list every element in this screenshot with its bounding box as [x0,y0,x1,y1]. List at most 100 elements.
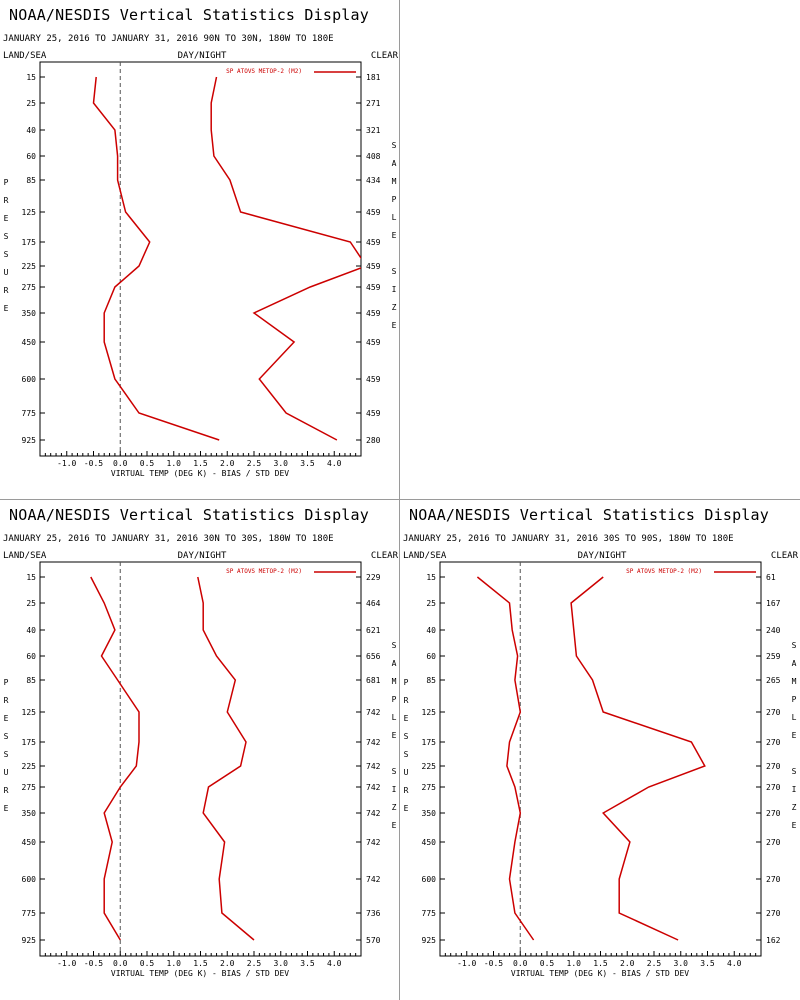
sample-size-label: 459 [366,283,381,292]
sample-size-label: 270 [766,875,781,884]
sample-size-label: 736 [366,909,381,918]
y2-axis-label-char: P [392,195,397,204]
sample-size-label: 459 [366,309,381,318]
x-tick-label: 4.0 [327,459,342,468]
pressure-level-label: 125 [22,708,37,717]
sample-size-label: 742 [366,783,381,792]
x-tick-label: 2.5 [247,959,262,968]
pressure-level-label: 125 [22,208,37,217]
legend-label: SP ATOVS METOP-2 (M2) [626,568,702,575]
land-sea-label: LAND/SEA [3,51,47,61]
y-axis-label-char: R [4,786,9,795]
pressure-level-label: 175 [22,238,37,247]
pressure-level-label: 225 [22,762,37,771]
pressure-level-label: 15 [26,73,36,82]
y-axis-label-char: P [4,178,9,187]
clear-label: CLEAR [371,51,399,61]
sample-size-label: 181 [366,73,381,82]
x-tick-label: 3.0 [274,459,289,468]
y2-axis-label-char: M [392,677,397,686]
y-axis-label-char: E [404,714,409,723]
sample-size-label: 621 [366,626,381,635]
sample-size-label: 270 [766,783,781,792]
y-axis-label-char: R [404,696,409,705]
pressure-level-label: 85 [26,176,36,185]
sample-size-label: 280 [366,436,381,445]
pressure-level-label: 25 [26,99,36,108]
x-tick-label: 1.5 [593,959,608,968]
y-axis-label-char: S [4,250,9,259]
sample-size-label: 742 [366,838,381,847]
x-tick-label: 2.5 [247,459,262,468]
y2-axis-label-char: S [392,767,397,776]
y-axis-label-char: E [4,304,9,313]
pressure-level-label: 925 [22,936,37,945]
chart-panel-tropics: NOAA/NESDIS Vertical Statistics Display J… [3,506,399,978]
x-tick-label: 0.5 [540,959,555,968]
sample-size-label: 459 [366,238,381,247]
pressure-level-label: 40 [26,626,36,635]
pressure-level-label: 15 [426,573,436,582]
y2-axis-label-char: E [792,821,797,830]
plot-frame [39,61,362,457]
pressure-level-label: 85 [426,676,436,685]
x-tick-label: 0.5 [140,959,155,968]
y-axis-label-char: S [4,732,9,741]
bias-series-line [90,576,140,941]
x-axis-label: VIRTUAL TEMP (DEG K) - BIAS / STD DEV [511,969,689,978]
x-tick-label: -0.5 [84,959,103,968]
pressure-level-label: 25 [26,599,36,608]
horizontal-divider [0,499,800,500]
x-tick-label: 3.5 [300,959,315,968]
chart-subtitle: JANUARY 25, 2016 TO JANUARY 31, 2016 90N… [3,34,334,44]
y-axis-label-char: S [4,750,9,759]
pressure-level-label: 925 [22,436,37,445]
sample-size-label: 240 [766,626,781,635]
pressure-level-label: 775 [422,909,437,918]
pressure-level-label: 350 [422,809,437,818]
sample-size-label: 742 [366,875,381,884]
legend-label: SP ATOVS METOP-2 (M2) [226,68,302,75]
pressure-level-label: 350 [22,809,37,818]
y2-axis-label-char: S [792,641,797,650]
y-axis-label-char: E [404,804,409,813]
sample-size-label: 408 [366,152,381,161]
x-tick-label: 4.0 [327,959,342,968]
y2-axis-label-char: M [792,677,797,686]
x-tick-label: 0.5 [140,459,155,468]
x-tick-label: 3.5 [700,959,715,968]
y-axis-label-char: S [404,750,409,759]
y2-axis-label-char: M [392,177,397,186]
x-tick-label: 1.0 [167,459,182,468]
x-tick-label: 1.0 [567,959,582,968]
sample-size-label: 167 [766,599,781,608]
pressure-level-label: 25 [426,599,436,608]
x-tick-label: 0.0 [113,959,128,968]
pressure-level-label: 775 [22,409,37,418]
pressure-level-label: 350 [22,309,37,318]
pressure-level-label: 450 [22,338,37,347]
y2-axis-label-char: I [792,785,797,794]
x-tick-label: 2.0 [220,459,235,468]
y-axis-label-char: S [4,232,9,241]
clear-label: CLEAR [771,551,799,561]
sample-size-label: 742 [366,708,381,717]
sample-size-label: 229 [366,573,381,582]
pressure-level-label: 15 [26,573,36,582]
y2-axis-label-char: E [392,731,397,740]
y2-axis-label-char: A [792,659,797,668]
y-axis-label-char: R [4,196,9,205]
chart-panel-north: NOAA/NESDIS Vertical Statistics Display J… [3,6,399,478]
land-sea-label: LAND/SEA [3,551,47,561]
pressure-level-label: 600 [422,875,437,884]
day-night-label: DAY/NIGHT [578,551,627,561]
y-axis-label-char: R [4,286,9,295]
sample-size-label: 270 [766,738,781,747]
chart-subtitle: JANUARY 25, 2016 TO JANUARY 31, 2016 30N… [3,534,334,544]
legend-label: SP ATOVS METOP-2 (M2) [226,568,302,575]
pressure-level-label: 60 [26,152,36,161]
x-tick-label: 1.5 [193,959,208,968]
chart-title: NOAA/NESDIS Vertical Statistics Display [409,506,769,524]
y2-axis-label-char: E [392,231,397,240]
sample-size-label: 681 [366,676,381,685]
